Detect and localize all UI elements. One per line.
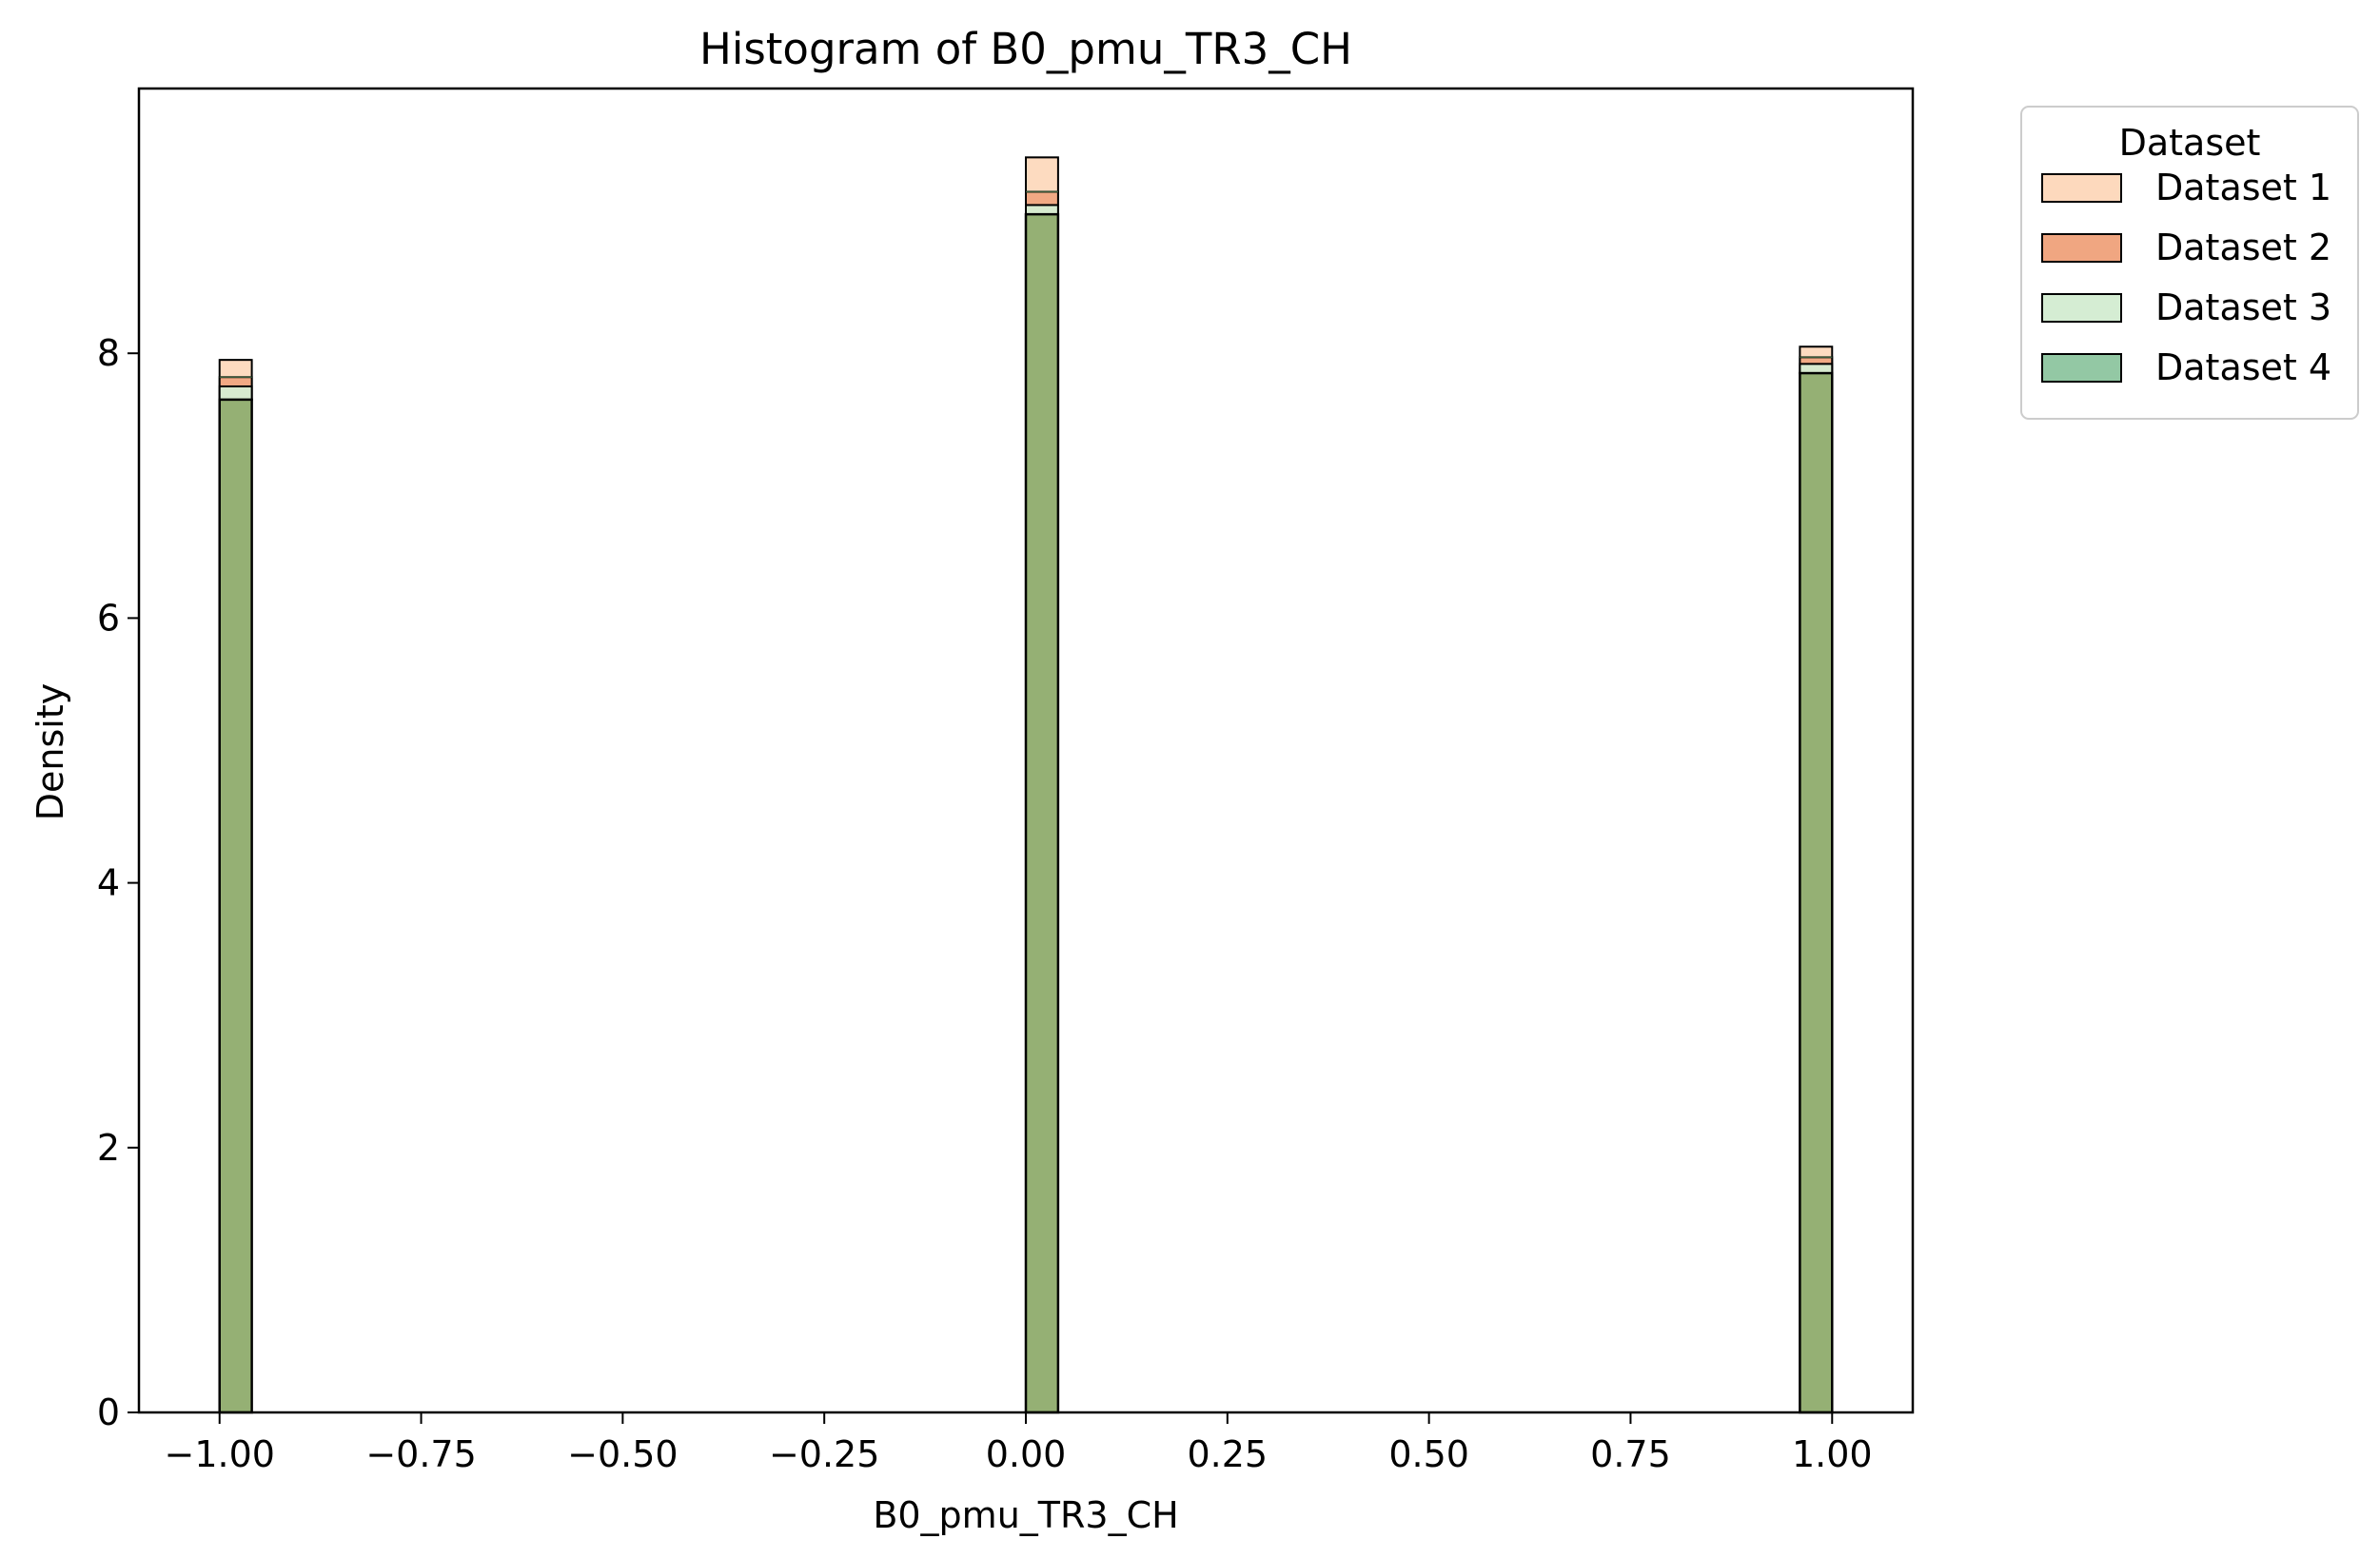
legend-label-1: Dataset 1 [2155, 167, 2331, 208]
bar-dataset-3-bin-0 [218, 385, 253, 401]
x-tick-label: −1.00 [165, 1433, 275, 1475]
legend-items: Dataset 1 Dataset 2 Dataset 3 Dataset 4 [2041, 167, 2331, 388]
y-axis-ticks: 0 2 4 6 8 [97, 332, 139, 1433]
legend-label-4: Dataset 4 [2155, 346, 2331, 388]
legend-swatch-4 [2041, 353, 2122, 383]
y-tick-label: 6 [97, 597, 120, 639]
x-tick-label: −0.75 [365, 1433, 476, 1475]
x-tick-label: −0.50 [567, 1433, 678, 1475]
legend-label-2: Dataset 2 [2155, 227, 2331, 268]
bar-overlap-bin-0 [218, 398, 253, 1414]
x-tick-label: 1.00 [1792, 1433, 1873, 1475]
bar-dataset-3-bin-2 [1799, 363, 1834, 375]
y-tick-label: 4 [97, 862, 120, 904]
x-tick-label: 0.25 [1188, 1433, 1269, 1475]
x-axis-label: B0_pmu_TR3_CH [873, 1494, 1178, 1536]
x-tick-label: 0.00 [986, 1433, 1067, 1475]
legend-swatch-1 [2041, 173, 2122, 203]
y-tick-label: 8 [97, 332, 120, 374]
y-axis-label: Density [30, 683, 71, 820]
x-tick-label: 0.50 [1388, 1433, 1469, 1475]
chart-title: Histogram of B0_pmu_TR3_CH [699, 24, 1352, 74]
legend-swatch-3 [2041, 293, 2122, 323]
y-tick-label: 0 [97, 1391, 120, 1433]
legend-label-3: Dataset 3 [2155, 286, 2331, 328]
legend-swatch-2 [2041, 233, 2122, 263]
bar-dataset-3-bin-1 [1025, 204, 1059, 216]
x-axis-ticks: −1.00 −0.75 −0.50 −0.25 0.00 0.25 0.50 0.75 1.00 [165, 1412, 1873, 1475]
x-tick-label: 0.75 [1590, 1433, 1671, 1475]
bar-overlap-bin-1 [1024, 212, 1060, 1414]
bar-overlap-bin-2 [1799, 371, 1834, 1414]
x-tick-label: −0.25 [769, 1433, 879, 1475]
legend-title: Dataset [2119, 122, 2261, 164]
y-tick-label: 2 [97, 1127, 120, 1169]
